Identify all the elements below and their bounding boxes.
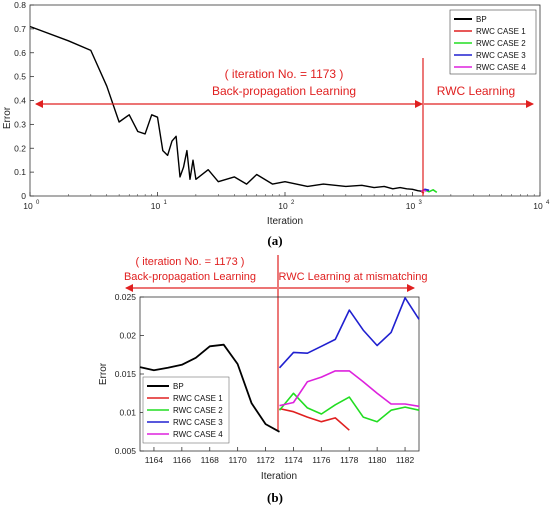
chart-a-ytick-label: 0.8 xyxy=(14,0,26,10)
chart-b-xtick-label: 1164 xyxy=(145,455,164,465)
chart-b-legend-bp: BP xyxy=(173,382,184,391)
chart-a-panel-label: (a) xyxy=(267,233,282,248)
chart-a: 00.10.20.30.40.50.60.70.8 10 0 10 1 10 2 10 3 10… xyxy=(2,0,550,248)
chart-a-ytick-label: 0.3 xyxy=(14,119,26,129)
chart-a-xtick-exponent: 2 xyxy=(291,200,295,206)
chart-a-legend-case1: RWC CASE 1 xyxy=(476,27,526,36)
chart-b-legend-case1: RWC CASE 1 xyxy=(173,394,223,403)
chart-a-xtick-label: 10 xyxy=(151,201,161,211)
chart-b: ( iteration No. = 1173 ) Back-propagatio… xyxy=(98,255,427,505)
chart-a-ytick-label: 0.5 xyxy=(14,72,26,82)
chart-b-xtick-label: 1170 xyxy=(229,455,248,465)
chart-a-rwc-annotation: RWC Learning xyxy=(437,84,515,98)
chart-b-series-rwc-case-2 xyxy=(278,392,420,423)
chart-b-series-rwc-case-1 xyxy=(279,407,350,431)
chart-a-xtick-exponent: 0 xyxy=(36,200,40,206)
chart-b-ytick-label: 0.01 xyxy=(119,408,136,418)
chart-a-bp-annotation: Back-propagation Learning xyxy=(212,84,356,98)
chart-a-series-rwc-case-4 xyxy=(420,189,427,192)
chart-a-ytick-label: 0.6 xyxy=(14,48,26,58)
chart-b-xtick-label: 1178 xyxy=(340,455,359,465)
chart-b-xtick-label: 1180 xyxy=(368,455,387,465)
chart-a-legend-case4: RWC CASE 4 xyxy=(476,63,526,72)
chart-a-ylabel: Error xyxy=(2,106,13,129)
chart-a-ytick-label: 0.4 xyxy=(14,96,26,106)
chart-a-xlabel: Iteration xyxy=(267,216,303,227)
chart-b-ytick-label: 0.015 xyxy=(115,369,137,379)
chart-a-xtick-exponent: 4 xyxy=(546,200,550,206)
chart-b-rwc-annotation: RWC Learning at mismatching xyxy=(279,271,428,283)
chart-b-legend: BP RWC CASE 1 RWC CASE 2 RWC CASE 3 RWC … xyxy=(142,376,230,444)
chart-b-iteration-annotation: ( iteration No. = 1173 ) xyxy=(136,256,245,268)
chart-b-series-bp xyxy=(139,343,280,433)
chart-a-xtick-label: 10 xyxy=(406,201,416,211)
chart-b-ytick-label: 0.005 xyxy=(115,446,137,456)
chart-b-legend-case2: RWC CASE 2 xyxy=(173,406,223,415)
chart-a-ytick-label: 0.7 xyxy=(14,24,26,34)
chart-b-xtick-label: 1172 xyxy=(256,455,275,465)
chart-b-xtick-label: 1182 xyxy=(396,455,415,465)
chart-b-panel-label: (b) xyxy=(267,490,283,505)
chart-b-series-rwc-case-4 xyxy=(279,370,420,408)
chart-a-ytick-label: 0.1 xyxy=(14,167,26,177)
chart-b-ytick-label: 0.025 xyxy=(115,292,137,302)
chart-a-iteration-annotation: ( iteration No. = 1173 ) xyxy=(225,67,344,81)
chart-a-legend-bp: BP xyxy=(476,15,487,24)
chart-a-legend-case3: RWC CASE 3 xyxy=(476,51,526,60)
chart-b-ylabel: Error xyxy=(98,362,109,385)
chart-a-xtick-exponent: 3 xyxy=(419,200,423,206)
chart-a-xtick-label: 10 xyxy=(278,201,288,211)
chart-b-legend-case4: RWC CASE 4 xyxy=(173,430,223,439)
chart-b-xtick-label: 1176 xyxy=(312,455,331,465)
chart-b-xtick-label: 1166 xyxy=(173,455,192,465)
chart-b-series-rwc-case-3 xyxy=(278,296,420,369)
chart-a-legend: BP RWC CASE 1 RWC CASE 2 RWC CASE 3 RWC … xyxy=(449,9,537,75)
chart-b-ytick-label: 0.02 xyxy=(119,331,136,341)
chart-a-xtick-label: 10 xyxy=(23,201,33,211)
chart-b-xtick-label: 1174 xyxy=(284,455,303,465)
chart-b-legend-case3: RWC CASE 3 xyxy=(173,418,223,427)
chart-a-ytick-label: 0.2 xyxy=(14,143,26,153)
chart-a-ytick-label: 0 xyxy=(21,191,26,201)
chart-a-xtick-exponent: 1 xyxy=(164,200,168,206)
chart-a-series-bp xyxy=(29,25,422,192)
chart-a-xtick-label: 10 xyxy=(533,201,543,211)
chart-b-bp-annotation: Back-propagation Learning xyxy=(124,271,256,283)
chart-b-xlabel: Iteration xyxy=(261,471,297,482)
chart-a-legend-case2: RWC CASE 2 xyxy=(476,39,526,48)
chart-b-xtick-label: 1168 xyxy=(201,455,220,465)
